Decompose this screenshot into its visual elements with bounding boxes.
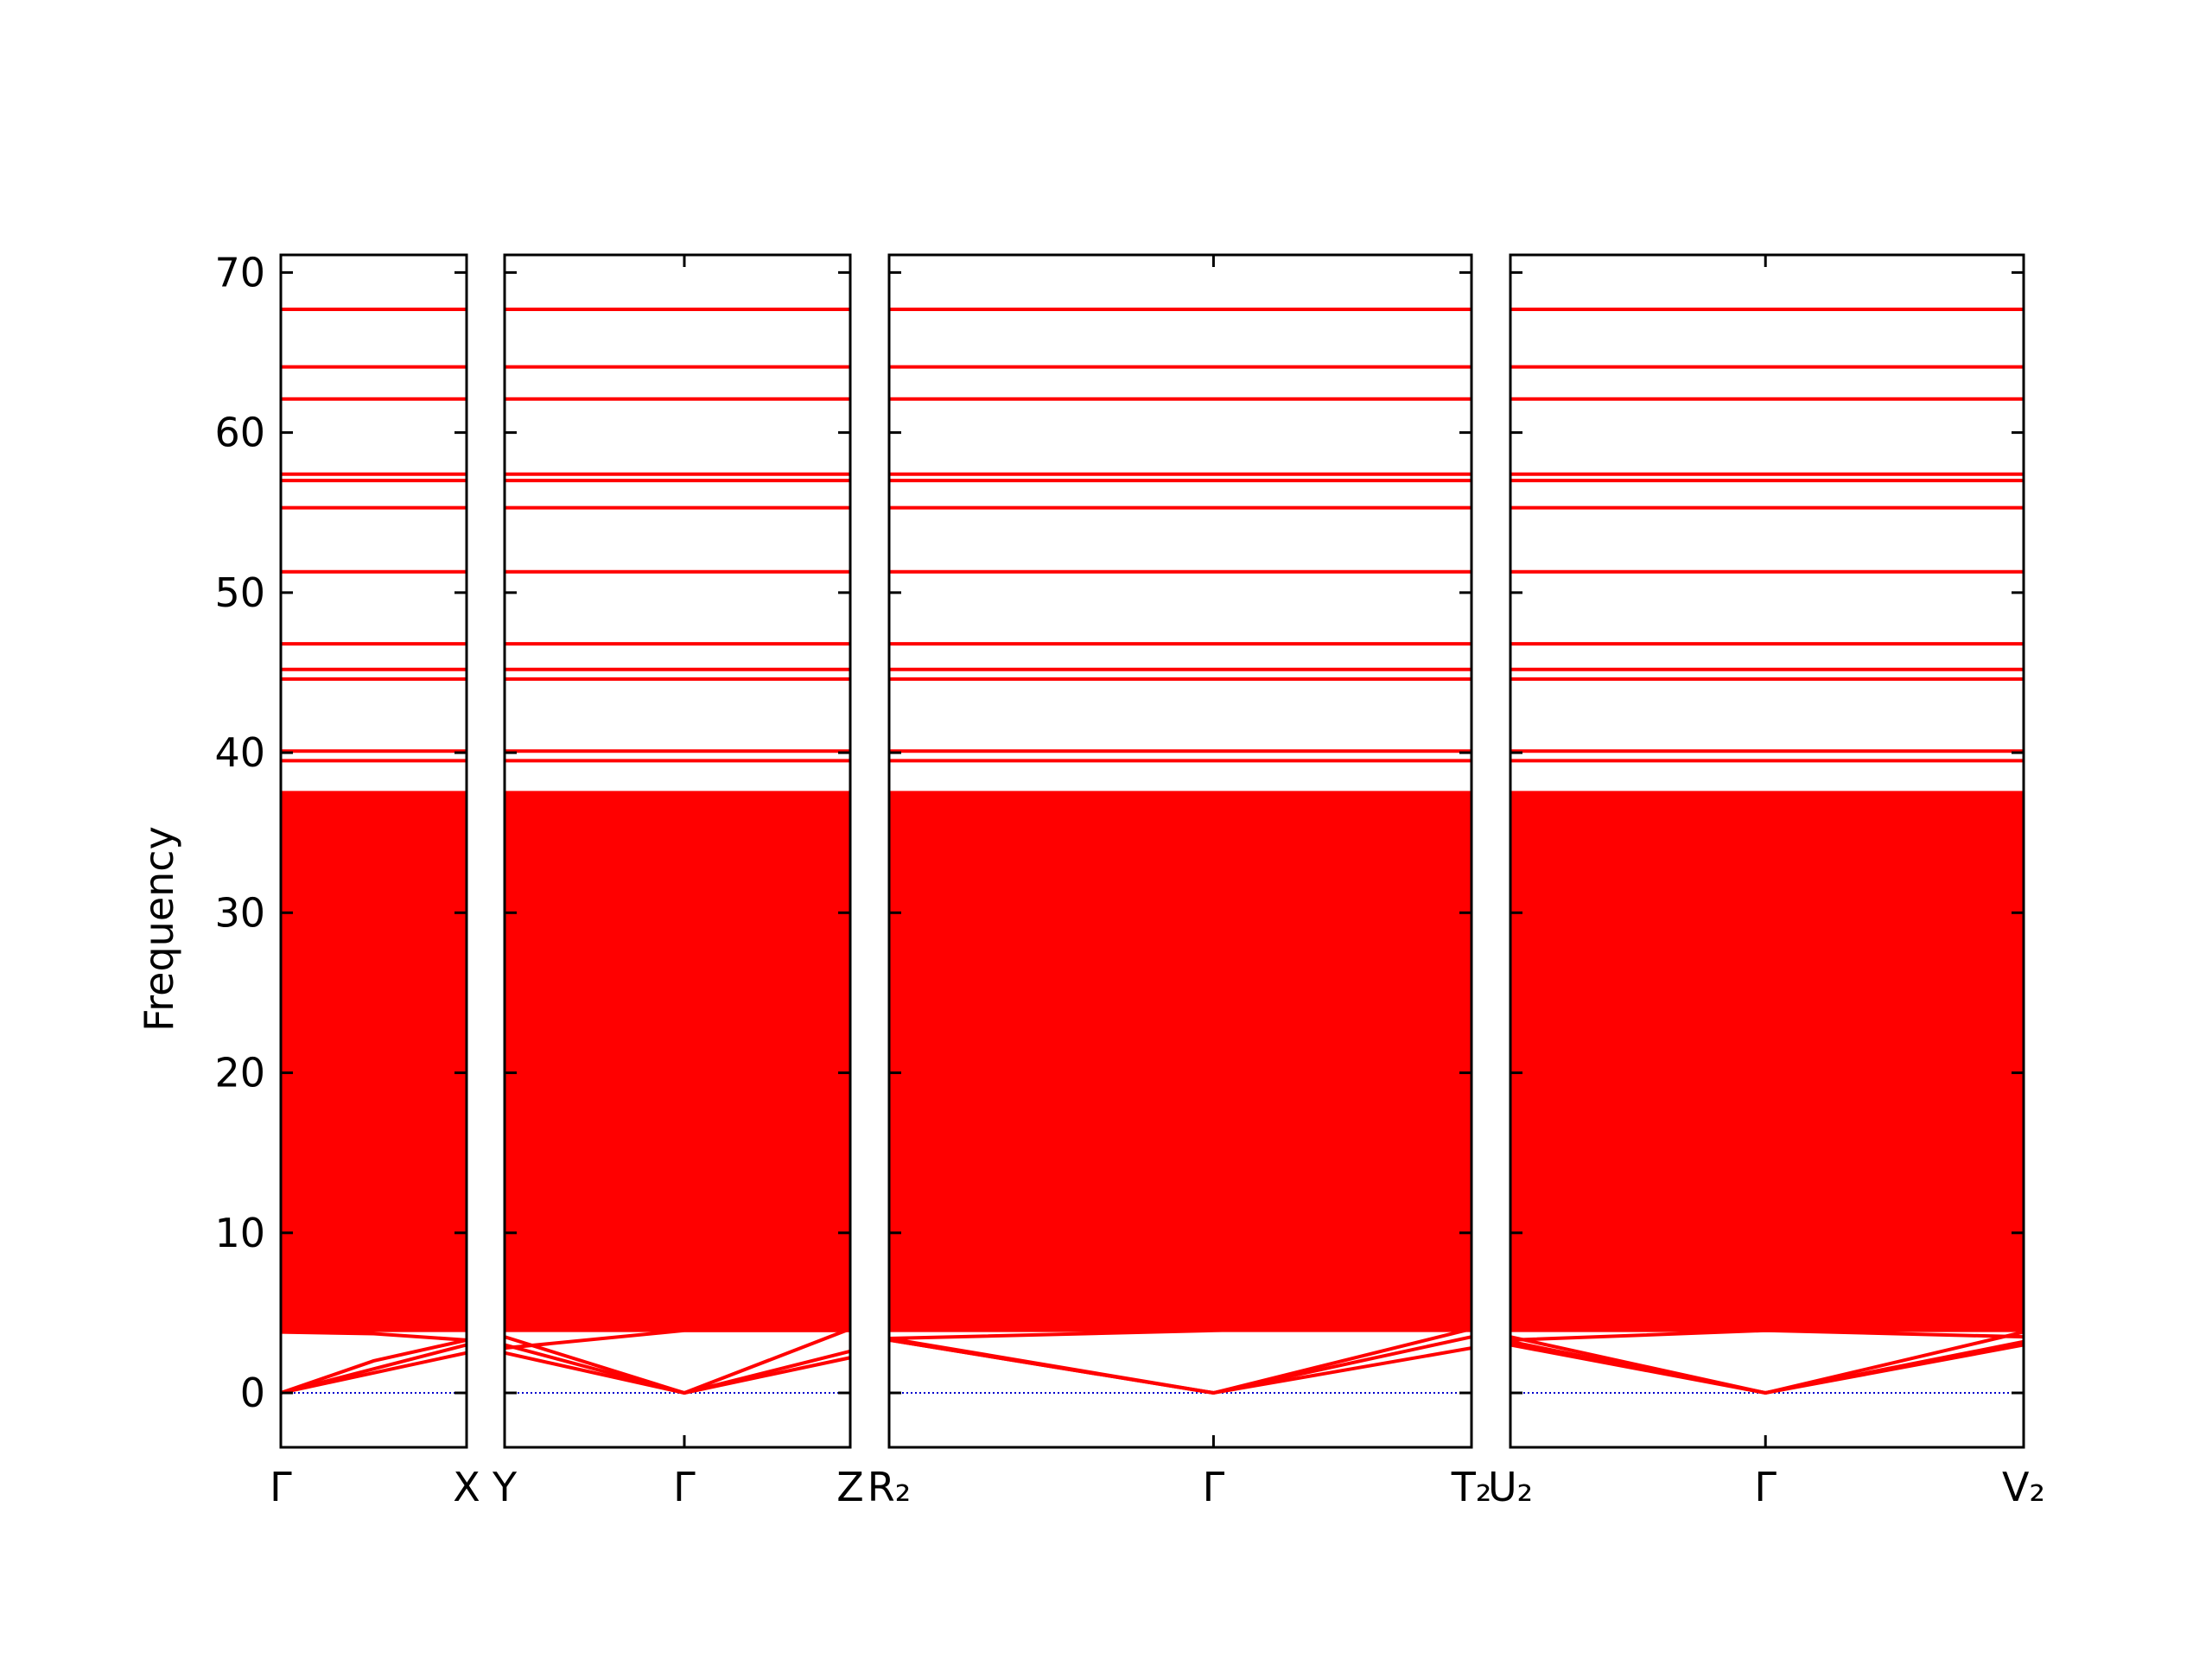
x-tick-label: R₂ bbox=[868, 1464, 911, 1510]
y-tick-label: 10 bbox=[214, 1210, 265, 1256]
band-line bbox=[505, 1327, 850, 1395]
band-continuum bbox=[1510, 791, 2024, 1332]
x-tick-label: T₂ bbox=[1451, 1464, 1492, 1510]
panel bbox=[889, 307, 1471, 1395]
y-tick-label: 30 bbox=[214, 889, 265, 936]
y-tick-label: 20 bbox=[214, 1050, 265, 1096]
band-continuum bbox=[281, 791, 467, 1332]
y-tick-label: 50 bbox=[214, 569, 265, 616]
x-tick-label: X bbox=[453, 1464, 480, 1510]
x-tick-label: U₂ bbox=[1488, 1464, 1533, 1510]
panel-frame bbox=[887, 253, 1473, 1449]
x-tick-label: Y bbox=[492, 1464, 518, 1510]
panel-frame bbox=[279, 253, 468, 1449]
x-tick-label: Γ bbox=[1754, 1464, 1777, 1510]
band-line bbox=[1510, 1328, 2024, 1342]
band-continuum bbox=[889, 791, 1471, 1332]
x-tick-label: Γ bbox=[673, 1464, 696, 1510]
band-line bbox=[505, 1328, 850, 1351]
band-line bbox=[281, 1338, 467, 1395]
y-tick-label: 40 bbox=[214, 729, 265, 776]
x-tick-label: Γ bbox=[1203, 1464, 1225, 1510]
panel-frame bbox=[503, 253, 852, 1449]
band-line bbox=[281, 1343, 467, 1395]
x-tick-label: Z bbox=[836, 1464, 864, 1510]
panel bbox=[1510, 307, 2024, 1395]
y-tick-label: 0 bbox=[240, 1370, 265, 1416]
band-line bbox=[1510, 1330, 2024, 1395]
panel-frame bbox=[1509, 253, 2025, 1449]
panel bbox=[281, 307, 467, 1395]
panel bbox=[505, 307, 850, 1395]
band-line bbox=[889, 1322, 1471, 1341]
band-line bbox=[889, 1338, 1471, 1395]
y-axis-label: Frequency bbox=[136, 826, 182, 1032]
x-tick-label: V₂ bbox=[2002, 1464, 2045, 1510]
y-tick-label: 70 bbox=[214, 249, 265, 296]
x-tick-label: Γ bbox=[270, 1464, 292, 1510]
y-tick-label: 60 bbox=[214, 410, 265, 456]
band-line bbox=[281, 1330, 467, 1342]
band-line bbox=[889, 1326, 1471, 1395]
band-continuum bbox=[505, 791, 850, 1332]
